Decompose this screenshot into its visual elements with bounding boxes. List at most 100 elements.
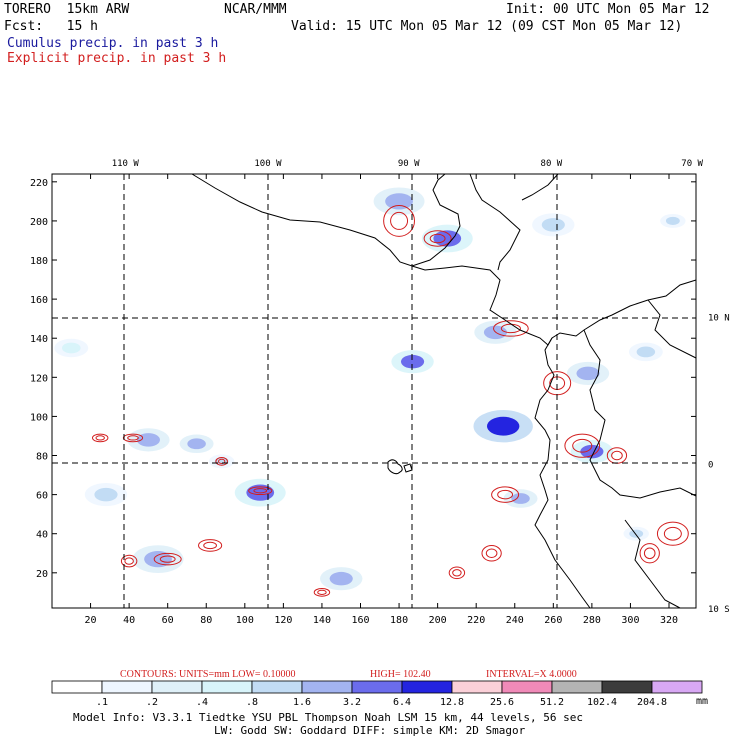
explicit-contour-inner xyxy=(95,435,105,441)
x-tick-label: 80 xyxy=(200,615,212,626)
colorbar-swatch xyxy=(651,680,703,694)
cumulus-legend-label: Cumulus precip. in past 3 h xyxy=(7,36,219,51)
colorbar-label: 1.6 xyxy=(293,697,311,708)
y-tick-label: 220 xyxy=(30,178,48,189)
colorbar-unit: mm xyxy=(696,696,708,707)
explicit-contour xyxy=(153,552,182,566)
model-info-line1: Model Info: V3.3.1 Tiedtke YSU PBL Thomp… xyxy=(73,711,583,724)
explicit-contour xyxy=(248,486,273,496)
colorbar-swatch xyxy=(201,680,253,694)
colorbar-label: .1 xyxy=(96,697,108,708)
x-tick-label: 60 xyxy=(162,615,174,626)
y-tick-label: 160 xyxy=(30,295,48,306)
explicit-contour-inner xyxy=(317,589,327,595)
colorbar-swatch xyxy=(351,680,403,694)
latitude-label: 10 S xyxy=(708,605,730,615)
explicit-contour-inner xyxy=(127,435,139,441)
explicit-contour-inner xyxy=(663,526,682,541)
colorbar-swatch xyxy=(51,680,103,694)
explicit-contour xyxy=(313,588,331,597)
explicit-contour-inner xyxy=(485,548,498,559)
colorbar-swatch xyxy=(151,680,203,694)
explicit-contour-inner xyxy=(643,547,656,560)
y-tick-label: 200 xyxy=(30,217,48,228)
longitude-labels: 110 W 100 W 90 W 80 W 70 W xyxy=(112,159,704,169)
cumulus-cell-core xyxy=(541,218,565,232)
explicit-contour-inner xyxy=(390,211,409,230)
colorbar-swatch xyxy=(501,680,553,694)
model-info-line2: LW: Godd SW: Goddard DIFF: simple KM: 2D… xyxy=(214,724,526,737)
colorbar-swatch xyxy=(551,680,603,694)
colorbar-label: 6.4 xyxy=(393,697,411,708)
explicit-contour xyxy=(491,486,520,503)
explicit-contour xyxy=(383,204,415,237)
colorbar-label: .4 xyxy=(196,697,208,708)
y-tick-label: 180 xyxy=(30,256,48,267)
cumulus-cell-core xyxy=(576,366,600,381)
colorbar-label: 51.2 xyxy=(540,697,564,708)
explicit-contour-inner xyxy=(611,450,623,461)
explicit-contours xyxy=(91,204,689,597)
colorbar-label: 3.2 xyxy=(343,697,361,708)
latitude-label: 0 xyxy=(708,460,713,470)
colorbar-label: 25.6 xyxy=(490,697,514,708)
longitude-label: 80 W xyxy=(541,159,563,169)
explicit-contour-inner xyxy=(124,557,134,565)
colorbar-label: 204.8 xyxy=(637,697,667,708)
colorbar-label: .2 xyxy=(146,697,158,708)
explicit-contour xyxy=(423,230,452,247)
colorbar-swatch xyxy=(451,680,503,694)
cumulus-cell-core xyxy=(62,342,81,354)
y-tick-label: 100 xyxy=(30,412,48,423)
contours-interval: INTERVAL=X 4.0000 xyxy=(486,669,577,680)
y-tick-label: 80 xyxy=(36,452,48,463)
x-tick-label: 240 xyxy=(506,615,524,626)
x-tick-label: 20 xyxy=(85,615,97,626)
colorbar-swatch xyxy=(601,680,653,694)
colorbar: .1 .2 .4 .8 1.6 3.2 6.4 12.8 25.6 51.2 102.4 204.8 xyxy=(51,680,703,708)
cumulus-cell-core xyxy=(636,346,656,358)
y-tick-label: 140 xyxy=(30,334,48,345)
explicit-contour xyxy=(91,433,109,443)
y-axis: 20 40 60 80 100 120 140 160 180 200 220 xyxy=(30,178,696,580)
cumulus-cell-core xyxy=(214,457,229,466)
explicit-contour-inner xyxy=(159,555,176,563)
colorbar-swatch xyxy=(101,680,153,694)
valid-time: Valid: 15 UTC Mon 05 Mar 12 (09 CST Mon … xyxy=(291,19,683,34)
x-tick-label: 160 xyxy=(351,615,369,626)
explicit-contour-inner xyxy=(572,438,593,453)
explicit-contour xyxy=(564,433,601,458)
explicit-contour-inner xyxy=(452,569,462,577)
colorbar-label: .8 xyxy=(246,697,258,708)
longitude-label: 110 W xyxy=(112,159,140,169)
explicit-contour-inner xyxy=(217,458,226,464)
x-tick-label: 100 xyxy=(236,615,254,626)
x-tick-label: 200 xyxy=(429,615,447,626)
cumulus-cell-core xyxy=(486,416,520,436)
coastline xyxy=(191,173,697,609)
x-axis: 20 40 60 80 100 120 140 160 180 200 220 240 260 280 30… xyxy=(85,174,678,626)
explicit-contour xyxy=(639,543,660,564)
model-title: TORERO 15km ARW xyxy=(4,2,130,17)
colorbar-label: 102.4 xyxy=(587,697,617,708)
contours-info: CONTOURS: UNITS=mm LOW= 0.10000 xyxy=(120,669,296,680)
explicit-contour xyxy=(215,457,228,466)
plot-frame xyxy=(51,173,697,609)
contours-high: HIGH= 102.40 xyxy=(370,669,431,680)
explicit-contour xyxy=(122,433,144,443)
init-time: Init: 00 UTC Mon 05 Mar 12 xyxy=(506,2,710,17)
colorbar-swatch xyxy=(301,680,353,694)
colorbar-swatch xyxy=(401,680,453,694)
latitude-labels: 10 N 0 10 S xyxy=(708,314,730,615)
cumulus-cell-core xyxy=(329,571,353,586)
longitude-label: 70 W xyxy=(681,159,703,169)
x-tick-label: 260 xyxy=(544,615,562,626)
y-tick-label: 40 xyxy=(36,530,48,541)
latitude-label: 10 N xyxy=(708,314,730,324)
explicit-contour xyxy=(493,320,529,337)
x-tick-label: 320 xyxy=(660,615,678,626)
cumulus-cell-core xyxy=(629,529,644,538)
cumulus-cell-core xyxy=(144,551,172,568)
y-tick-label: 60 xyxy=(36,491,48,502)
